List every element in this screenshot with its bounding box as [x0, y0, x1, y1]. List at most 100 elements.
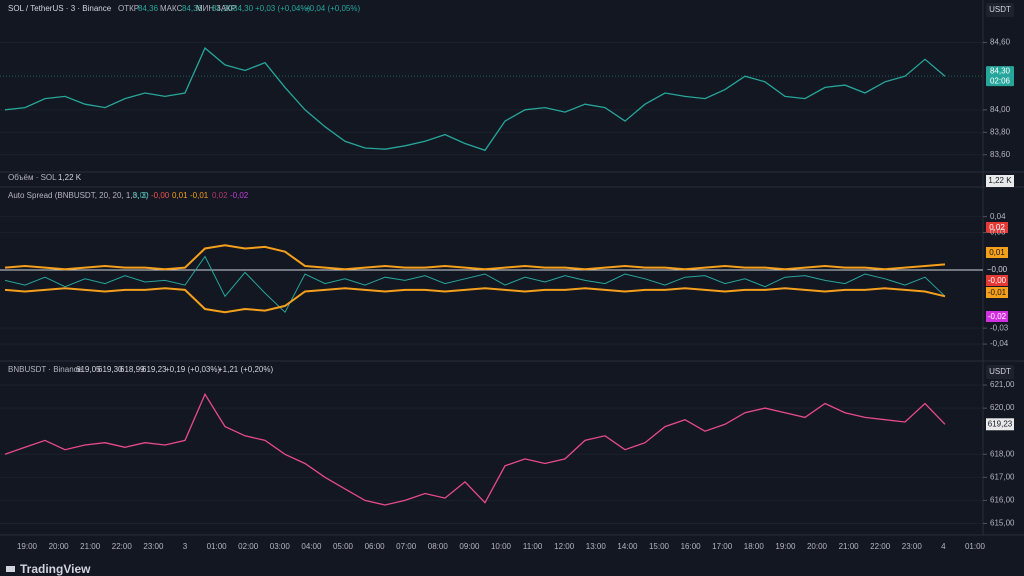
- ohlc-value: 619,30: [98, 365, 123, 374]
- x-tick-label: 20:00: [49, 542, 70, 551]
- y-tick-label: 621,00: [990, 380, 1015, 389]
- symbol: BNBUSDT · Binance: [8, 365, 83, 374]
- currency[interactable]: USDT: [989, 5, 1011, 14]
- x-tick-label: 05:00: [333, 542, 354, 551]
- price-tag: [986, 418, 1014, 431]
- ohlc-value: 619,05: [76, 365, 101, 374]
- x-tick-label: 4: [941, 542, 946, 551]
- spread-tag: [986, 275, 1008, 286]
- symbol: SOL / TetherUS · 3 · Binance: [8, 4, 112, 13]
- x-tick-label: 11:00: [523, 542, 543, 551]
- x-tick-label: 14:00: [617, 542, 638, 551]
- x-tick-label: 23:00: [143, 542, 164, 551]
- ohlc-key: МАКС: [160, 4, 183, 13]
- x-tick-label: 02:00: [238, 542, 259, 551]
- price-line: [4, 47, 946, 152]
- x-tick-label: 13:00: [586, 542, 607, 551]
- spread-tag: [986, 222, 1008, 233]
- currency[interactable]: USDT: [989, 367, 1011, 376]
- x-tick-label: 10:00: [491, 542, 512, 551]
- spread-tag: [986, 287, 1008, 298]
- ohlc-key: МИН: [196, 4, 214, 13]
- spread-tag-label: 0,02: [989, 223, 1005, 232]
- x-tick-label: 23:00: [902, 542, 923, 551]
- x-tick-label: 18:00: [744, 542, 765, 551]
- x-tick-label: 16:00: [681, 542, 702, 551]
- price-line: [4, 287, 946, 314]
- y-tick-label: 84,00: [990, 105, 1011, 114]
- x-tick-label: 06:00: [365, 542, 386, 551]
- price-line: [4, 392, 946, 506]
- volume-tag-label: 1,22 K: [988, 176, 1012, 185]
- x-tick-label: 21:00: [80, 542, 101, 551]
- x-tick-label: 21:00: [839, 542, 860, 551]
- volume-value: 1,22 K: [58, 173, 82, 182]
- y-tick-label: 616,00: [990, 496, 1015, 505]
- x-tick-label: 3: [183, 542, 188, 551]
- spread-tag: [986, 311, 1008, 322]
- volume-label: Объём · SOL: [8, 173, 57, 182]
- change: +0,03 (+0,04%): [255, 4, 310, 13]
- ohlc-value: 84,36: [182, 4, 203, 13]
- x-tick-label: 04:00: [301, 542, 322, 551]
- price-tag-label: 84,30: [990, 66, 1011, 75]
- price-line: [4, 255, 946, 314]
- x-tick-label: 19:00: [775, 542, 796, 551]
- change: +0,04 (+0,05%): [305, 4, 360, 13]
- y-tick-label: 615,00: [990, 519, 1015, 528]
- spread-tag-label: −0,00: [987, 265, 1008, 274]
- indicator-value: -0,02: [230, 191, 249, 200]
- currency-box[interactable]: [986, 365, 1014, 379]
- x-tick-label: 15:00: [649, 542, 670, 551]
- ohlc-value: 84,30: [233, 4, 254, 13]
- x-tick-label: 08:00: [428, 542, 449, 551]
- indicator-value: 0,00: [133, 191, 149, 200]
- x-tick-label: 19:00: [17, 542, 38, 551]
- spread-tag-label: -0,01: [988, 288, 1007, 297]
- y-tick-label: 618,00: [990, 449, 1015, 458]
- ohlc-key: ОТКР: [118, 4, 139, 13]
- spread-tag-label: -0,00: [988, 276, 1007, 285]
- indicator-value: 0,01: [172, 191, 188, 200]
- x-tick-label: 20:00: [807, 542, 828, 551]
- x-tick-label: 09:00: [459, 542, 480, 551]
- brand-logo[interactable]: TradingView: [6, 562, 91, 576]
- ohlc-value: 84,30: [212, 4, 233, 13]
- y-tick-label: 0,04: [990, 212, 1006, 221]
- y-tick-label: 617,00: [990, 472, 1015, 481]
- price-tag-label: 619,23: [988, 419, 1013, 428]
- indicator-value: 0,02: [212, 191, 228, 200]
- x-tick-label: 03:00: [270, 542, 291, 551]
- price-line: [4, 244, 946, 271]
- ohlc-value: 618,99: [120, 365, 145, 374]
- y-tick-label: 0,03: [990, 228, 1006, 237]
- y-tick-label: 83,80: [990, 127, 1011, 136]
- y-tick-label: 83,60: [990, 150, 1011, 159]
- indicator-value: -0,01: [190, 191, 209, 200]
- logo-mark: [6, 566, 15, 572]
- indicator-value: -0,00: [151, 191, 170, 200]
- price-tag: [986, 66, 1014, 87]
- x-tick-label: 17:00: [712, 542, 733, 551]
- spread-tag-label: 0,01: [989, 248, 1005, 257]
- x-tick-label: 07:00: [396, 542, 417, 551]
- x-tick-label: 22:00: [112, 542, 133, 551]
- x-tick-label: 22:00: [870, 542, 891, 551]
- ohlc-key: ЗАКР: [216, 4, 236, 13]
- countdown: 02:06: [990, 76, 1011, 85]
- y-tick-label: 84,60: [990, 38, 1011, 47]
- x-tick-label: 01:00: [965, 542, 986, 551]
- ohlc-value: 619,23: [142, 365, 167, 374]
- currency-box[interactable]: [986, 3, 1014, 17]
- y-tick-label: 620,00: [990, 403, 1015, 412]
- brand[interactable]: TradingView: [20, 562, 91, 576]
- change: +0,19 (+0,03%): [165, 365, 220, 374]
- volume-tag: [986, 175, 1014, 187]
- spread-tag-label: -0,02: [988, 312, 1007, 321]
- ohlc-value: 84,36: [138, 4, 159, 13]
- x-tick-label: 12:00: [554, 542, 575, 551]
- change: +1,21 (+0,20%): [218, 365, 273, 374]
- x-tick-label: 01:00: [207, 542, 228, 551]
